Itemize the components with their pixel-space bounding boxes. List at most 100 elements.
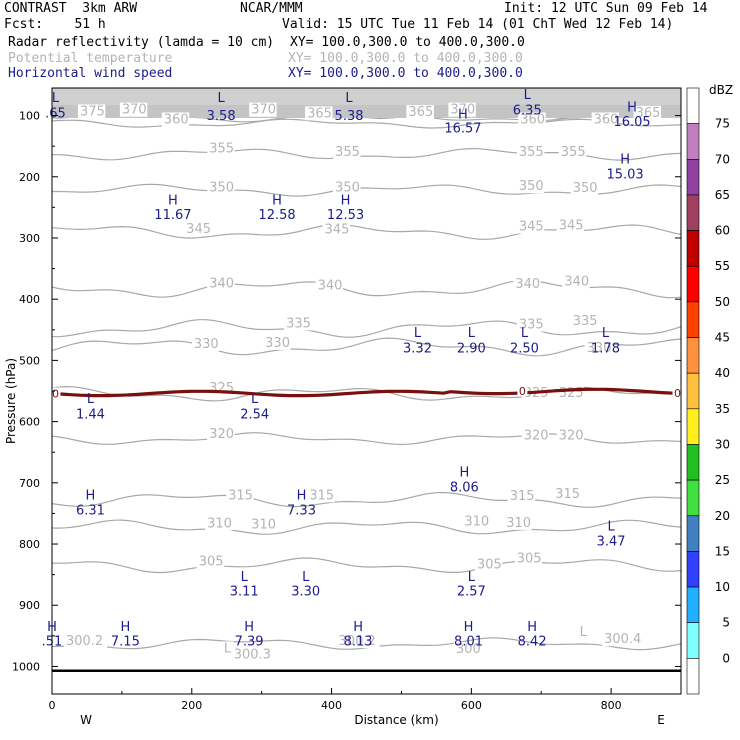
refl-contour-line — [51, 387, 682, 398]
theta-label-bg — [191, 337, 220, 352]
theta-label: 350 — [209, 180, 234, 195]
theta-label-bg — [516, 317, 545, 332]
theta-label: 355 — [561, 145, 586, 160]
theta-label-bg — [161, 112, 190, 127]
theta-label-bg — [570, 313, 599, 328]
theta-label-bg — [556, 428, 585, 443]
theta-label-bg — [448, 102, 476, 117]
wind-value-label: 3.58 — [207, 109, 236, 124]
colorbar-swatch — [686, 479, 700, 517]
wind-value-label: 8.01 — [454, 635, 483, 650]
wind-low-marker: L — [52, 91, 60, 106]
theta-contour-345 — [52, 223, 681, 240]
theta-label: 300.2 — [339, 634, 376, 649]
theta-label: 315 — [309, 488, 334, 503]
theta-label-bg — [207, 141, 235, 156]
theta-label-bg — [63, 634, 107, 649]
field-wind: Horizontal wind speed — [8, 66, 173, 81]
colorbar-swatch — [686, 123, 700, 160]
wind-value-label: 7.33 — [287, 504, 316, 519]
theta-label-bg — [119, 102, 148, 117]
theta-label: 340 — [564, 275, 589, 290]
wind-low-marker: L — [414, 326, 422, 341]
theta-label: 375 — [80, 105, 105, 120]
theta-label-bg — [231, 647, 275, 662]
theta-label: 365 — [408, 105, 433, 120]
theta-contour-355 — [52, 147, 681, 161]
wind-value-label: 8.42 — [518, 635, 547, 650]
theta-label: 335 — [286, 316, 311, 331]
init-time: Init: 12 UTC Sun 09 Feb 14 — [504, 1, 708, 16]
wind-low-marker: L — [302, 570, 310, 585]
colorbar-swatch — [686, 408, 700, 445]
forecast-hour: Fcst: 51 h — [4, 17, 106, 32]
colorbar-swatch — [686, 444, 700, 481]
wind-high-marker: H — [620, 152, 630, 167]
colorbar-level-label: 70 — [715, 152, 730, 166]
theta-label: 365 — [636, 106, 661, 121]
refl-label: 0 — [519, 385, 526, 398]
wind-value-label: 8.06 — [450, 480, 479, 495]
wind-value-label: 3.47 — [597, 534, 626, 549]
colorbar-level-label: 10 — [715, 580, 730, 594]
theta-label-bg — [453, 641, 482, 656]
west-label: W — [80, 713, 92, 727]
wind-value-label: 15.03 — [606, 168, 643, 183]
theta-label-bg — [315, 278, 343, 293]
wind-low-marker: L — [87, 392, 95, 407]
theta-label: 355 — [209, 141, 234, 156]
theta-contours: 375 370 360 370 365 365 370 360 360 365 355 355 355 3… — [52, 88, 681, 662]
colorbar-level-label: 60 — [715, 224, 730, 238]
wind-value-label: 3.30 — [291, 584, 320, 599]
x-tick-label: 800 — [601, 699, 622, 712]
theta-label: 300.2 — [66, 634, 103, 649]
colorbar-swatch — [686, 372, 700, 410]
theta-label-bg — [226, 488, 254, 503]
wind-high-marker: H — [272, 193, 282, 208]
theta-label-bg — [570, 181, 599, 196]
wind-low-marker: L — [345, 91, 353, 106]
theta-label-bg — [307, 488, 335, 503]
wind-high-marker: H — [297, 488, 307, 503]
reflectivity-contour: 0 0 0 — [50, 385, 683, 400]
colorbar-level-label: 30 — [715, 437, 730, 451]
theta-label: 365 — [307, 106, 332, 121]
wind-value-label: 3.11 — [230, 584, 259, 599]
theta-label-bg — [521, 428, 550, 443]
theta-label-bg — [518, 112, 546, 127]
theta-label-bg — [558, 144, 587, 159]
theta-label: 300 — [456, 642, 481, 657]
refl-label: 0 — [674, 387, 681, 400]
colorbar-swatch — [686, 515, 700, 552]
theta-label-bg — [507, 488, 536, 503]
theta-label-bg — [284, 316, 312, 331]
theta-contour-305 — [52, 557, 681, 574]
colorbar-swatch — [686, 586, 700, 624]
colorbar-level-label: 45 — [715, 331, 730, 345]
theta-label: 340 — [318, 278, 343, 293]
theta-label: 370 — [450, 103, 475, 118]
wind-high-marker: H — [341, 193, 351, 208]
wind-low-marker: L — [602, 326, 610, 341]
wind-value-label: 3.32 — [403, 341, 432, 356]
theta-label: 300.4 — [604, 632, 641, 647]
theta-label: 320 — [209, 427, 234, 442]
theta-label-bg — [513, 277, 541, 292]
theta-label-bg — [205, 516, 233, 531]
wind-low-marker: L — [251, 392, 259, 407]
x-tick-label: 600 — [461, 699, 482, 712]
theta-label: 345 — [186, 222, 211, 237]
theta-label-bg — [333, 180, 361, 195]
wind-low-marker: L — [241, 570, 249, 585]
theta-label-bg — [516, 179, 545, 194]
y-tick-label: 700 — [19, 477, 40, 490]
theta-label-bg — [305, 106, 333, 121]
theta-label: 360 — [520, 113, 545, 128]
y-tick-label: 1000 — [12, 660, 40, 673]
theta-label: 320 — [524, 428, 549, 443]
theta-label: 350 — [519, 179, 544, 194]
theta-label-bg — [207, 427, 235, 442]
wind-high-marker: H — [86, 488, 96, 503]
theta-label: 340 — [209, 277, 234, 292]
